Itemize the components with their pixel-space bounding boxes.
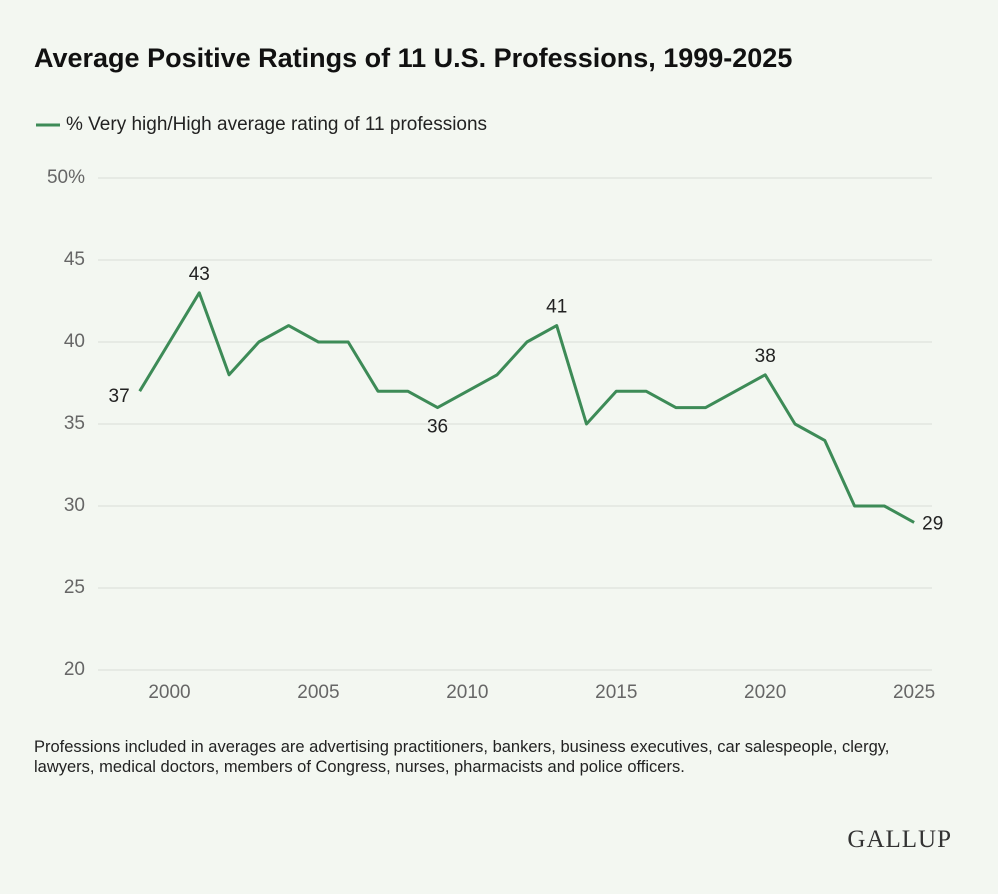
data-label: 41 <box>546 297 567 318</box>
y-tick-label: 30 <box>64 495 85 516</box>
y-tick-label: 25 <box>64 577 85 598</box>
y-tick-label: 45 <box>64 249 85 270</box>
footnote: Professions included in averages are adv… <box>34 738 890 776</box>
data-line <box>138 291 915 524</box>
y-tick-label: 50% <box>47 167 85 188</box>
data-label: 43 <box>189 264 210 285</box>
x-tick-label: 2015 <box>595 682 637 703</box>
data-label: 29 <box>922 513 943 534</box>
data-label: 38 <box>755 346 776 367</box>
legend-label: % Very high/High average rating of 11 pr… <box>66 114 487 135</box>
x-tick-label: 2020 <box>744 682 786 703</box>
x-tick-label: 2010 <box>446 682 488 703</box>
x-tick-label: 2005 <box>297 682 339 703</box>
y-tick-label: 35 <box>64 413 85 434</box>
chart-title: Average Positive Ratings of 11 U.S. Prof… <box>34 43 792 73</box>
data-label: 36 <box>427 417 448 438</box>
data-label: 37 <box>109 386 130 407</box>
y-tick-label: 40 <box>64 331 85 352</box>
y-tick-label: 20 <box>64 659 85 680</box>
x-tick-label: 2000 <box>148 682 190 703</box>
x-tick-label: 2025 <box>893 682 935 703</box>
source-logo: GALLUP <box>847 826 952 853</box>
